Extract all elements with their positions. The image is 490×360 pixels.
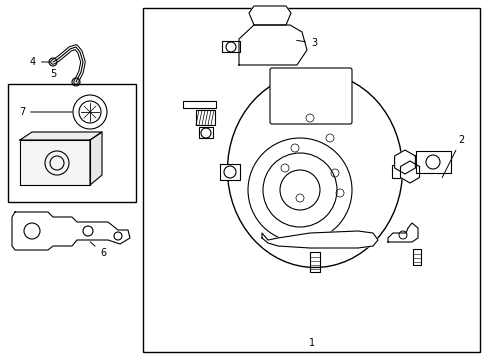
Polygon shape [239,25,307,65]
Bar [8,84,136,202]
Polygon shape [394,150,416,174]
Polygon shape [12,212,130,250]
Polygon shape [90,132,102,185]
Bar [416,151,451,173]
Text: 6: 6 [90,242,106,258]
Text: 5: 5 [50,69,56,79]
Polygon shape [400,161,419,183]
Text: 3: 3 [297,38,317,48]
Polygon shape [20,140,90,185]
Text: 1: 1 [309,338,315,348]
Bar [310,252,320,272]
Bar [392,165,410,178]
Bar [222,41,240,52]
Bar [220,164,240,180]
Polygon shape [20,132,102,140]
Bar [183,101,216,108]
Text: 7: 7 [19,107,72,117]
Polygon shape [388,223,418,242]
Bar [143,8,480,352]
Bar [413,249,421,265]
Polygon shape [262,231,378,248]
Ellipse shape [227,72,402,267]
Bar [199,127,213,138]
FancyBboxPatch shape [270,68,352,124]
Text: 2: 2 [442,135,464,177]
Polygon shape [249,6,291,25]
Bar [196,110,215,125]
Text: 4: 4 [30,57,50,67]
